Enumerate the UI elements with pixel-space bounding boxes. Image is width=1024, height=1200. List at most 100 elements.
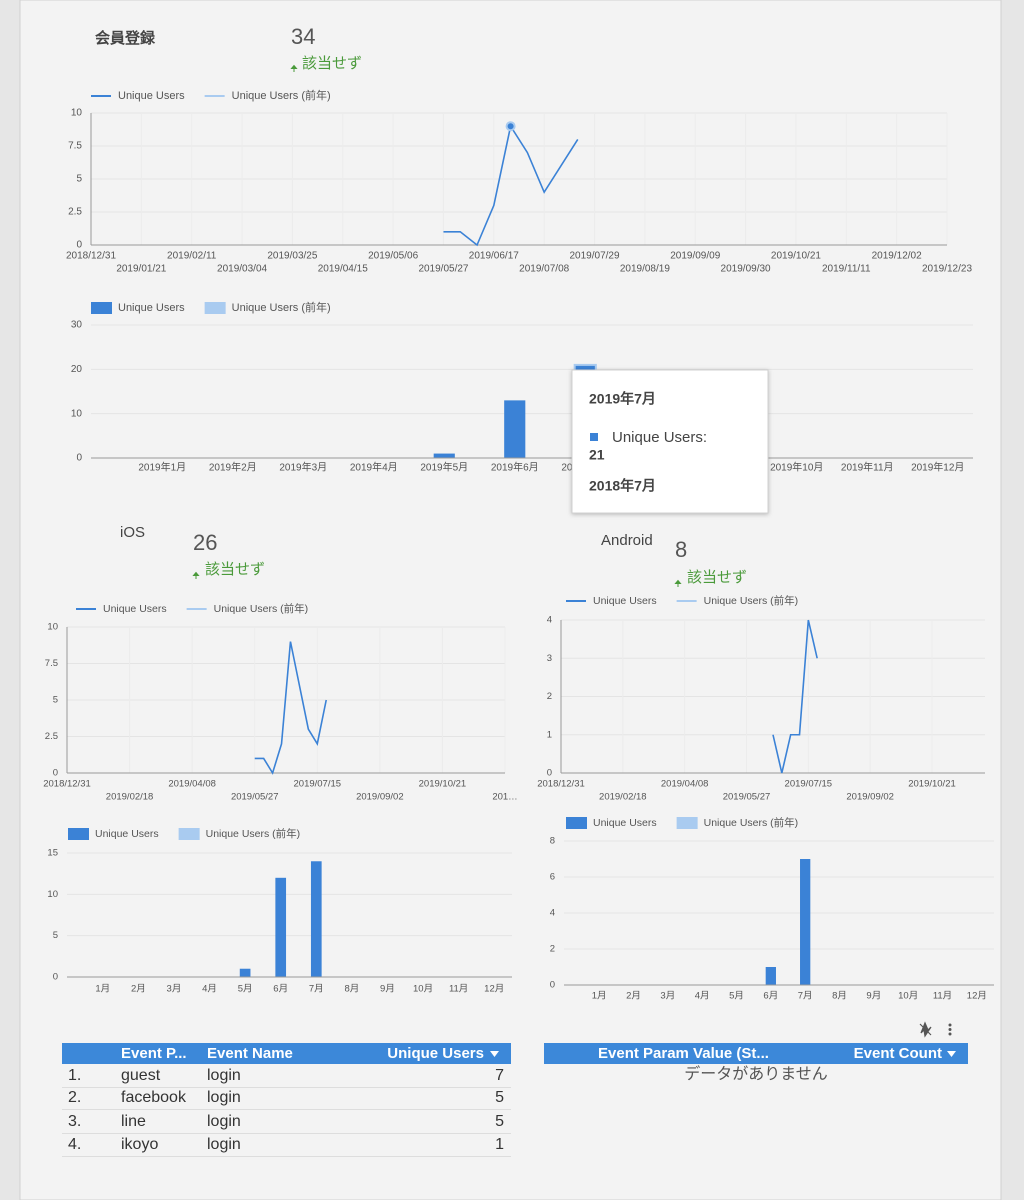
x-tick-label: 10月 xyxy=(413,984,433,995)
x-tick-label: 2019/05/06 xyxy=(368,251,418,262)
sort-icon[interactable] xyxy=(490,1051,499,1057)
x-tick-label: 3月 xyxy=(660,991,675,1002)
tooltip-value: 21 xyxy=(589,447,605,463)
filter-reset-icon[interactable] xyxy=(919,1021,932,1038)
legend-swatch xyxy=(676,817,698,829)
scorecard-delta: 該当せず xyxy=(687,569,747,586)
legend-label[interactable]: Unique Users xyxy=(118,90,185,102)
scorecard-label: iOS xyxy=(120,524,145,541)
legend-label[interactable]: Unique Users (前年) xyxy=(206,827,301,840)
y-tick-label: 2.5 xyxy=(68,207,82,218)
legend-swatch xyxy=(566,817,587,829)
y-tick-label: 5 xyxy=(53,695,58,706)
x-tick-label: 7月 xyxy=(309,984,324,995)
x-tick-label: 2019/05/27 xyxy=(723,792,771,803)
x-tick-label: 2019/09/02 xyxy=(846,792,894,803)
legend-label[interactable]: Unique Users xyxy=(95,828,159,840)
scorecard-value: 8 xyxy=(675,537,687,562)
x-tick-label: 2019/03/25 xyxy=(267,251,317,262)
column-header[interactable]: Event Count xyxy=(854,1045,942,1062)
x-tick-label: 6月 xyxy=(763,991,778,1002)
menu-icon[interactable] xyxy=(948,1023,952,1036)
y-tick-label: 3 xyxy=(547,653,552,664)
y-tick-label: 0 xyxy=(547,768,552,779)
y-tick-label: 15 xyxy=(47,848,58,859)
bar[interactable] xyxy=(433,453,455,458)
column-header[interactable]: Event P... xyxy=(121,1045,187,1062)
cell: line xyxy=(121,1113,146,1130)
x-tick-label: 4月 xyxy=(202,984,217,995)
x-tick-label: 2019/02/18 xyxy=(599,792,647,803)
bar[interactable] xyxy=(504,400,526,458)
y-tick-label: 8 xyxy=(550,836,555,847)
legend-label[interactable]: Unique Users xyxy=(103,603,167,615)
scorecard-value: 34 xyxy=(291,24,315,49)
sort-icon[interactable] xyxy=(947,1051,956,1057)
y-tick-label: 7.5 xyxy=(68,141,82,152)
hover-point xyxy=(505,121,516,132)
x-tick-label: 2018/12/31 xyxy=(537,779,585,790)
x-tick-label: 2019年5月 xyxy=(420,461,468,474)
legend-label[interactable]: Unique Users (前年) xyxy=(214,602,309,615)
y-tick-label: 10 xyxy=(47,622,58,633)
bar[interactable] xyxy=(239,968,251,977)
scorecard-label: Android xyxy=(601,532,653,549)
y-tick-label: 7.5 xyxy=(45,658,58,669)
cell: 5 xyxy=(495,1113,504,1130)
x-tick-label: 10月 xyxy=(898,991,918,1002)
row-number: 4. xyxy=(68,1136,81,1153)
bar[interactable] xyxy=(275,877,287,977)
cell: 1 xyxy=(495,1136,504,1153)
legend-label[interactable]: Unique Users (前年) xyxy=(232,300,331,314)
line-series xyxy=(254,641,328,775)
legend-label[interactable]: Unique Users (前年) xyxy=(704,594,799,607)
column-header[interactable]: Event Param Value (St... xyxy=(598,1045,769,1062)
row-number: 2. xyxy=(68,1089,81,1106)
cell: login xyxy=(207,1067,241,1084)
x-tick-label: 6月 xyxy=(273,984,288,995)
bar[interactable] xyxy=(310,861,322,977)
x-tick-label: 2019年4月 xyxy=(350,461,398,474)
scorecard-value: 26 xyxy=(193,530,217,555)
x-tick-label: 2019/05/27 xyxy=(418,264,468,275)
x-tick-label: 12月 xyxy=(967,991,987,1002)
y-tick-label: 0 xyxy=(53,972,58,983)
y-tick-label: 10 xyxy=(71,108,83,119)
x-tick-label: 2019/09/02 xyxy=(356,792,404,803)
bar[interactable] xyxy=(765,967,776,985)
x-tick-label: 2019/10/21 xyxy=(908,779,956,790)
x-tick-label: 2019/04/08 xyxy=(168,779,216,790)
x-tick-label: 2019/05/27 xyxy=(231,792,279,803)
x-tick-label: 2019/03/04 xyxy=(217,264,267,275)
x-tick-label: 7月 xyxy=(798,991,813,1002)
y-tick-label: 2 xyxy=(547,691,552,702)
cell: login xyxy=(207,1089,241,1106)
x-tick-label: 9月 xyxy=(866,991,881,1002)
scorecard-delta: 該当せず xyxy=(205,561,265,578)
x-tick-label: 2月 xyxy=(626,991,641,1002)
x-tick-label: 2019年1月 xyxy=(138,461,186,474)
x-tick-label: 2019/06/17 xyxy=(469,251,519,262)
column-header[interactable]: Event Name xyxy=(207,1045,293,1062)
legend-swatch xyxy=(204,302,226,314)
x-tick-label: 2019/09/30 xyxy=(721,264,771,275)
tooltip-swatch xyxy=(590,433,598,441)
cell: login xyxy=(207,1136,241,1153)
x-tick-label: 2019/11/11 xyxy=(822,264,871,275)
legend-label[interactable]: Unique Users xyxy=(593,595,657,607)
tooltip-title: 2019年7月 xyxy=(589,391,656,407)
cell: ikoyo xyxy=(121,1136,158,1153)
x-tick-label: 2019年2月 xyxy=(209,461,257,474)
column-header[interactable]: Unique Users xyxy=(387,1045,484,1062)
legend-label[interactable]: Unique Users (前年) xyxy=(232,88,331,102)
x-tick-label: 2019年10月 xyxy=(770,461,823,474)
x-tick-label: 2018/12/31 xyxy=(66,251,116,262)
legend-label[interactable]: Unique Users xyxy=(593,817,657,829)
legend-label[interactable]: Unique Users xyxy=(118,302,185,314)
legend-label[interactable]: Unique Users (前年) xyxy=(704,816,799,829)
y-tick-label: 10 xyxy=(71,408,83,419)
delta-arrow xyxy=(290,64,298,72)
x-tick-label: 11月 xyxy=(933,991,952,1002)
bar[interactable] xyxy=(800,859,811,985)
